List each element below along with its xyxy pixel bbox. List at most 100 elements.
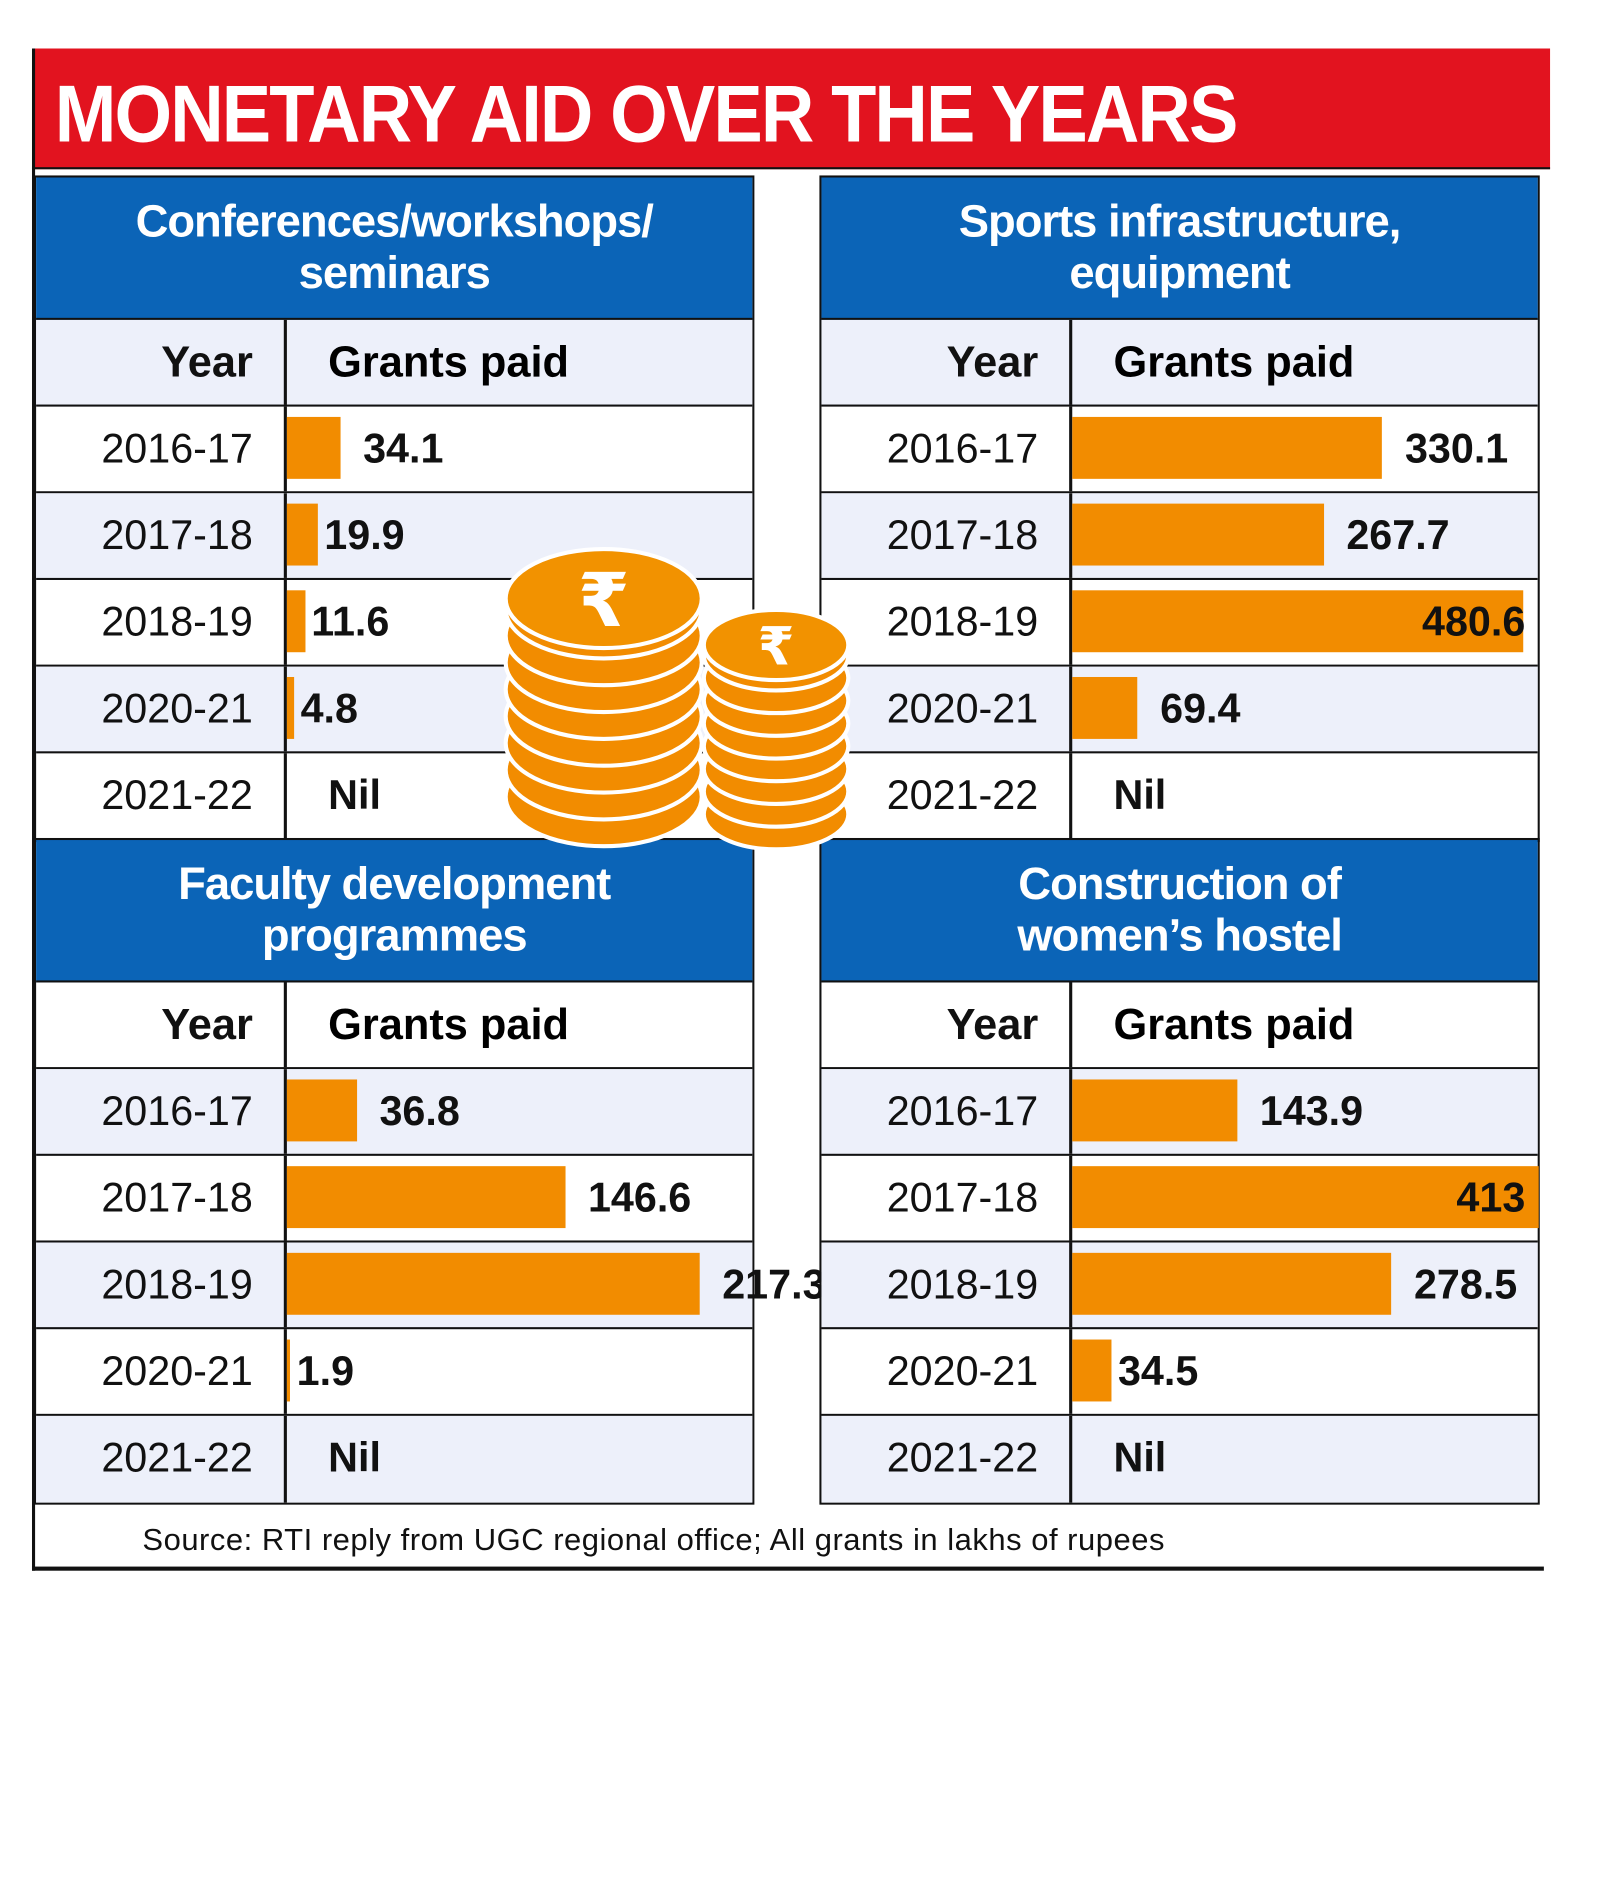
panel-title: Construction of women’s hostel [821,840,1538,983]
grant-cell: 69.4 [1072,667,1537,752]
grant-panel: Sports infrastructure, equipment Year Grant… [819,175,1540,843]
bar [286,416,341,479]
year-label: 2020-21 [821,666,1073,752]
rupee-coins-icon: ₹₹ [503,546,851,852]
table-row: 2021-22 Nil [36,753,752,841]
data-label: 413 [1456,1175,1526,1221]
year-label: 2018-19 [36,579,287,665]
grant-cell: 278.5 [1072,1243,1537,1328]
table-row: 2018-19 480.6 [821,579,1538,667]
year-label: 2017-18 [821,493,1073,578]
grant-cell: Nil [287,753,752,840]
year-label: 2021-22 [36,753,287,841]
bar [286,676,295,739]
year-label: 2020-21 [821,1329,1073,1414]
year-label: 2020-21 [36,666,287,752]
table-row: 2020-21 34.5 [821,1329,1538,1416]
data-label: 34.1 [363,426,444,472]
grant-cell: 330.1 [1072,407,1537,492]
grant-cell: 34.1 [286,407,752,492]
year-label: 2016-17 [821,406,1073,492]
table-row: 2016-17 330.1 [821,406,1538,494]
data-label: 217.3 [722,1262,826,1308]
grant-panel: Construction of women’s hostel Year Grants … [819,837,1540,1505]
data-label: 36.8 [379,1088,460,1135]
year-label: 2016-17 [821,1069,1073,1154]
bar [286,1252,700,1315]
year-header: Year [821,319,1073,405]
year-label: 2021-22 [36,1415,287,1503]
year-label: 2021-22 [821,1415,1073,1503]
data-label: Nil [328,772,381,819]
year-label: 2017-18 [36,1155,287,1241]
data-label: 4.8 [300,686,358,732]
year-label: 2018-19 [36,1242,287,1328]
bar [1072,503,1324,566]
table-row: 2018-19 278.5 [821,1242,1538,1330]
bar [286,503,319,566]
table-row: 2018-19 11.6 [36,579,753,667]
grant-cell: 1.9 [286,1329,752,1414]
bar [1072,1252,1392,1315]
data-label: Nil [328,1435,381,1481]
rupee-icon: ₹ [758,616,795,677]
data-label: 267.7 [1346,512,1450,559]
title-bar: MONETARY AID OVER THE YEARS [31,48,1551,170]
grant-cell: 11.6 [286,580,752,665]
table-row: 2017-18 146.6 [36,1155,753,1243]
grant-cell: 480.6 [1072,580,1537,665]
year-label: 2017-18 [36,493,287,578]
table-row: 2016-17 143.9 [821,1069,1538,1156]
grant-panel: Conferences/workshops/seminars Year Grants… [34,175,755,843]
table-row: 2016-17 36.8 [36,1069,753,1156]
data-label: 146.6 [587,1175,692,1221]
bar [1072,1166,1539,1229]
table-header-row: Year Grants paid [36,982,753,1070]
data-label: 11.6 [311,599,390,645]
bar [1072,676,1138,739]
panel-title: Faculty development programmes [36,840,753,983]
data-label: 330.1 [1404,426,1509,472]
bar [1072,1079,1238,1142]
data-label: Nil [1113,1435,1167,1481]
data-label: 480.6 [1421,599,1526,645]
table-header-row: Year Grants paid [821,982,1538,1070]
source-note: Source: RTI reply from UGC regional offi… [142,1523,1165,1558]
table-row: 2021-22 Nil [821,1415,1538,1503]
panel-title: Conferences/workshops/seminars [36,177,753,320]
frame-border [31,1566,1544,1571]
bar [286,1166,566,1229]
data-label: Nil [1113,772,1167,819]
year-header: Year [36,982,287,1068]
grants-header: Grants paid [328,1000,570,1049]
table-header-row: Year Grants paid [36,319,753,407]
grant-cell: 4.8 [286,667,752,752]
grant-cell: 34.5 [1072,1329,1537,1414]
grant-panel: Faculty development programmes Year Grants … [34,837,826,1505]
year-header: Year [821,982,1073,1068]
bar [286,590,306,653]
data-label: 143.9 [1259,1088,1364,1135]
data-label: 1.9 [296,1348,355,1395]
table-row: 2021-22 Nil [36,1415,753,1503]
table-header-row: Year Grants paid [821,319,1538,407]
bar [1072,1339,1112,1402]
table-row: 2020-21 69.4 [821,666,1538,754]
data-label: 278.5 [1413,1262,1518,1308]
year-label: 2020-21 [36,1329,287,1414]
grants-header: Grants paid [328,337,570,386]
table-row: 2016-17 34.1 [36,406,753,494]
year-label: 2018-19 [821,579,1073,665]
grant-cell: 413 [1072,1156,1539,1241]
bar [1072,590,1524,653]
grant-cell: 19.9 [286,493,752,578]
grant-cell: 36.8 [286,1069,752,1154]
year-label: 2018-19 [821,1242,1073,1328]
grant-cell: 267.7 [1072,493,1537,578]
bar [1072,416,1383,479]
grant-cell: Nil [1072,753,1537,840]
grant-cell: 146.6 [286,1156,752,1241]
data-label: 19.9 [324,512,405,559]
data-label: 34.5 [1117,1348,1199,1395]
